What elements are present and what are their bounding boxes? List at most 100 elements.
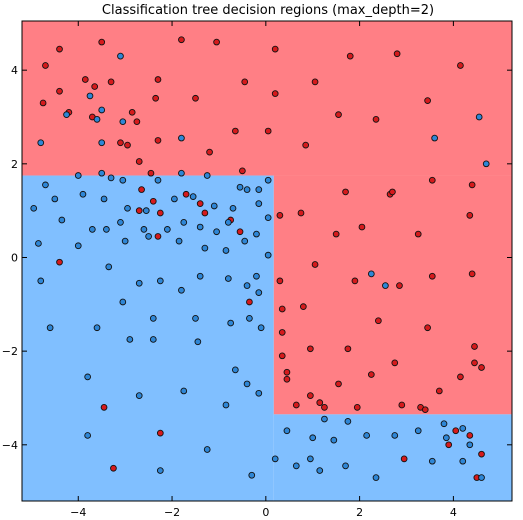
point-blue-60 <box>178 286 185 294</box>
x-tick-label: 0 <box>262 506 269 519</box>
point-blue-82 <box>180 387 188 395</box>
y-tick-label: −2 <box>2 345 18 358</box>
point-red-96 <box>110 464 117 472</box>
point-red-86 <box>321 403 328 411</box>
point-blue-27 <box>142 207 150 215</box>
point-blue-94 <box>342 462 349 470</box>
point-red-65 <box>278 305 286 313</box>
point-red-80 <box>335 380 342 388</box>
point-red-83 <box>457 373 464 381</box>
point-blue-67 <box>119 298 127 306</box>
point-blue-78 <box>243 380 251 388</box>
point-blue-72 <box>227 319 235 327</box>
point-red-9 <box>39 99 47 107</box>
region-red-0 <box>22 21 512 176</box>
point-blue-51 <box>145 233 152 240</box>
point-blue-89 <box>292 462 300 470</box>
point-red-30 <box>302 141 310 149</box>
decision-regions <box>22 21 512 501</box>
point-blue-79 <box>255 389 263 397</box>
x-tick-label: 2 <box>356 506 363 519</box>
point-red-32 <box>372 115 380 123</box>
point-blue-100 <box>391 432 399 439</box>
point-blue-64 <box>253 272 260 280</box>
point-blue-47 <box>264 214 272 222</box>
region-red-2 <box>273 175 512 415</box>
point-red-85 <box>292 401 300 409</box>
point-red-50 <box>332 230 340 238</box>
point-blue-76 <box>194 338 202 346</box>
point-blue-52 <box>175 237 183 245</box>
point-blue-109 <box>367 270 375 278</box>
point-blue-7 <box>178 134 185 142</box>
point-blue-11 <box>37 139 45 147</box>
point-blue-8 <box>431 134 438 142</box>
point-red-36 <box>239 167 246 175</box>
point-blue-96 <box>321 415 328 423</box>
point-red-22 <box>152 94 159 102</box>
point-blue-28 <box>171 195 178 203</box>
point-red-40 <box>196 200 204 207</box>
point-blue-62 <box>224 275 232 282</box>
point-blue-3 <box>98 106 106 114</box>
point-blue-73 <box>246 315 253 322</box>
point-blue-25 <box>100 195 108 203</box>
point-red-13 <box>107 78 115 86</box>
point-red-67 <box>375 317 382 325</box>
point-blue-30 <box>210 202 218 210</box>
point-red-7 <box>393 50 401 58</box>
point-red-48 <box>276 211 284 219</box>
point-blue-101 <box>414 427 422 435</box>
point-blue-23 <box>51 195 59 203</box>
point-blue-70 <box>149 336 157 343</box>
point-blue-26 <box>124 204 131 212</box>
point-blue-19 <box>236 183 244 191</box>
point-blue-93 <box>330 436 338 444</box>
point-red-23 <box>133 118 141 126</box>
point-blue-108 <box>478 474 485 481</box>
point-blue-43 <box>213 228 220 236</box>
point-red-77 <box>283 375 291 383</box>
point-blue-110 <box>382 282 389 289</box>
point-blue-35 <box>58 216 66 224</box>
point-blue-75 <box>257 324 265 332</box>
point-blue-107 <box>466 441 474 449</box>
point-blue-36 <box>88 226 96 233</box>
point-blue-45 <box>224 219 232 226</box>
point-blue-95 <box>283 427 291 435</box>
y-tick-label: 2 <box>11 158 18 171</box>
axes: −4 −2 0 2 4 −4 −2 0 2 4 <box>2 20 513 519</box>
point-blue-21 <box>264 176 272 184</box>
point-blue-61 <box>196 272 204 280</box>
point-red-49 <box>297 209 305 217</box>
point-blue-14 <box>98 169 106 177</box>
point-red-24 <box>117 139 124 147</box>
point-red-64 <box>276 277 284 285</box>
point-red-82 <box>435 387 443 395</box>
point-blue-68 <box>126 336 134 343</box>
point-red-81 <box>367 371 375 378</box>
point-blue-32 <box>243 186 251 193</box>
point-blue-5 <box>63 111 70 119</box>
point-blue-77 <box>231 366 239 374</box>
point-blue-105 <box>459 425 467 432</box>
point-blue-92 <box>316 467 324 474</box>
y-tick-label: 4 <box>11 64 18 77</box>
point-blue-37 <box>103 226 110 233</box>
point-blue-49 <box>74 242 82 250</box>
point-red-46 <box>56 258 63 266</box>
point-blue-17 <box>178 169 185 177</box>
point-red-38 <box>182 190 190 198</box>
x-tick-label: −2 <box>164 506 180 519</box>
point-blue-84 <box>84 432 91 439</box>
point-red-47 <box>236 228 244 236</box>
point-blue-57 <box>105 263 113 271</box>
chart-title: Classification tree decision regions (ma… <box>102 3 434 18</box>
point-red-26 <box>154 137 162 144</box>
point-red-3 <box>178 36 185 44</box>
point-blue-91 <box>309 434 317 442</box>
point-red-84 <box>471 359 478 367</box>
point-red-62 <box>468 270 476 278</box>
point-red-17 <box>271 90 279 97</box>
